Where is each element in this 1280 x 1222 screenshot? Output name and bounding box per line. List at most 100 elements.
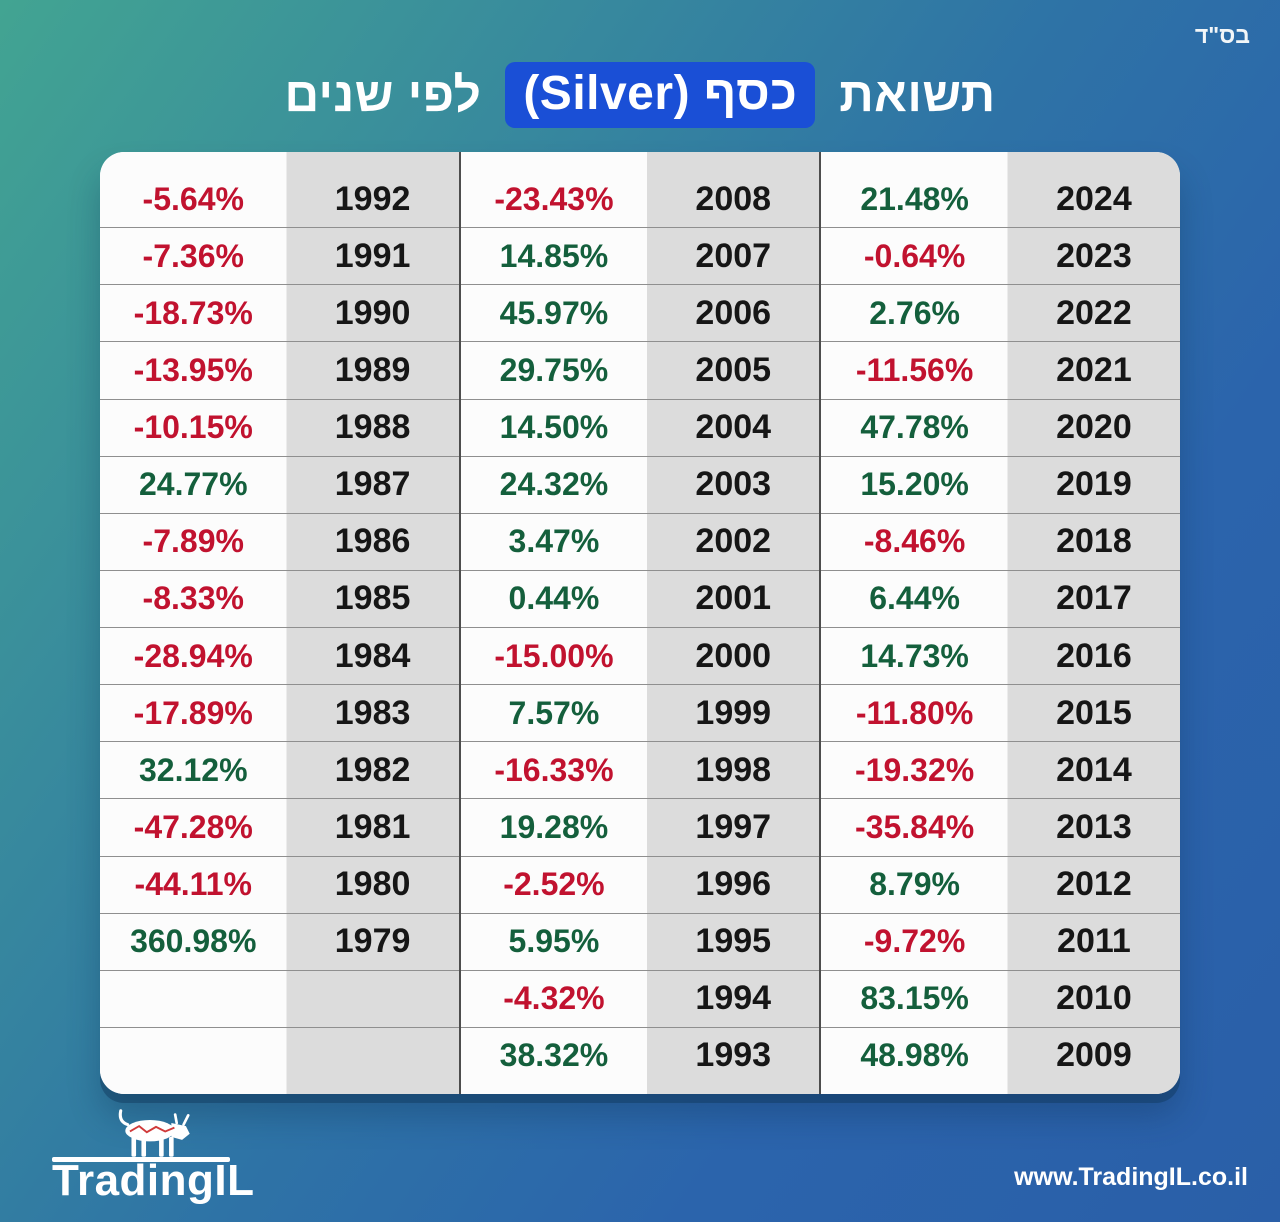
year-cell: 2006 <box>695 293 772 332</box>
return-cell: 38.32% <box>499 1037 609 1074</box>
brand-name: TradingIL <box>52 1156 255 1205</box>
table-group: -5.64% 1992 -7.36% 1991 -18.73% 1990 -13.95% 19… <box>100 152 459 1094</box>
title-highlight: כסף (Silver) <box>505 62 816 128</box>
return-cell: -11.56% <box>855 351 974 388</box>
table-row: -8.33% 1985 <box>100 571 459 628</box>
return-cell: -44.11% <box>134 866 252 903</box>
return-cell: -8.33% <box>142 580 244 617</box>
return-cell: 5.95% <box>508 923 600 960</box>
table-row: 29.75% 2005 <box>460 342 820 400</box>
return-cell: 0.44% <box>508 580 600 617</box>
year-cell: 2010 <box>1056 979 1132 1018</box>
year-cell: 1985 <box>334 579 411 618</box>
title-suffix: לפי שנים <box>284 68 482 122</box>
year-cell: 2015 <box>1056 693 1132 732</box>
return-cell: 24.32% <box>499 466 609 503</box>
table-row: 14.73% 2016 <box>821 628 1180 686</box>
table-row: -5.64% 1992 <box>100 171 459 229</box>
return-cell: 45.97% <box>499 294 609 331</box>
year-cell <box>287 971 459 1027</box>
return-cell: 21.48% <box>860 180 969 217</box>
table-row: 8.79% 2012 <box>821 857 1180 914</box>
year-cell: 2016 <box>1056 636 1132 675</box>
return-cell: -13.95% <box>133 351 253 388</box>
website-url: www.TradingIL.co.il <box>1014 1163 1248 1191</box>
return-cell: 8.79% <box>869 866 960 903</box>
table-row: -16.33% 1998 <box>460 742 820 800</box>
year-cell: 1989 <box>334 350 411 389</box>
table-row: 48.98% 2009 <box>821 1028 1180 1084</box>
table-row: 45.97% 2006 <box>460 285 820 343</box>
year-cell: 2003 <box>695 465 772 504</box>
year-cell: 1990 <box>334 293 411 332</box>
year-cell: 1997 <box>695 807 772 846</box>
table-row: 21.48% 2024 <box>821 171 1180 229</box>
year-cell: 1986 <box>334 522 411 561</box>
return-cell: -0.64% <box>863 237 966 274</box>
table-row: 6.44% 2017 <box>821 571 1180 628</box>
brand-logo: TradingIL <box>52 1105 255 1206</box>
year-cell: 2019 <box>1056 465 1132 504</box>
table-row: 32.12% 1982 <box>100 742 459 800</box>
year-cell: 2013 <box>1056 807 1132 846</box>
table-row: 24.77% 1987 <box>100 457 459 514</box>
year-cell: 2007 <box>695 236 772 275</box>
table-row: 7.57% 1999 <box>460 685 820 743</box>
year-cell: 2011 <box>1057 922 1131 961</box>
table-row <box>100 1028 459 1084</box>
title-prefix: תשואת <box>839 68 996 122</box>
return-cell <box>100 971 287 1027</box>
table-row: 83.15% 2010 <box>821 971 1180 1028</box>
return-cell: -7.89% <box>142 523 244 560</box>
return-cell: -17.89% <box>133 694 253 731</box>
year-cell: 2012 <box>1056 865 1132 904</box>
year-cell: 2018 <box>1056 522 1132 561</box>
table-row: -28.94% 1984 <box>100 628 459 686</box>
year-cell: 1991 <box>334 236 411 275</box>
table-row: 24.32% 2003 <box>460 457 820 514</box>
year-cell: 2001 <box>695 579 772 618</box>
return-cell: -28.94% <box>133 637 253 674</box>
return-cell: 32.12% <box>138 751 248 788</box>
return-cell: 7.57% <box>508 694 600 731</box>
return-cell: -5.64% <box>142 180 244 217</box>
year-cell: 1979 <box>334 922 411 961</box>
logo-bar <box>52 1157 230 1162</box>
year-cell: 2000 <box>695 636 772 675</box>
year-cell: 2022 <box>1056 293 1132 332</box>
return-cell: -23.43% <box>494 180 614 217</box>
return-cell: 2.76% <box>869 294 960 331</box>
table-row: -44.11% 1980 <box>100 857 459 914</box>
page-title: תשואת כסף (Silver) לפי שנים <box>0 62 1280 128</box>
table-row: -13.95% 1989 <box>100 342 459 400</box>
year-cell: 2017 <box>1056 579 1132 618</box>
year-cell: 1983 <box>334 693 411 732</box>
year-cell: 1998 <box>695 750 772 789</box>
year-cell: 1993 <box>695 1036 772 1075</box>
year-cell: 1995 <box>695 922 772 961</box>
return-cell: -16.33% <box>494 751 614 788</box>
table-row <box>100 971 459 1028</box>
return-cell: 14.85% <box>499 237 609 274</box>
return-cell: 360.98% <box>130 923 257 960</box>
table-row: 3.47% 2002 <box>460 514 820 571</box>
year-cell: 2021 <box>1056 350 1132 389</box>
year-cell: 1987 <box>334 465 411 504</box>
year-cell: 1981 <box>334 807 411 846</box>
year-cell: 2008 <box>695 179 772 218</box>
returns-table: -5.64% 1992 -7.36% 1991 -18.73% 1990 -13.95% 19… <box>100 152 1180 1094</box>
table-row: -47.28% 1981 <box>100 799 459 857</box>
return-cell: -10.15% <box>133 409 253 446</box>
return-cell: 24.77% <box>138 466 248 503</box>
table-row: 38.32% 1993 <box>461 1028 820 1084</box>
table-row: -0.64% 2023 <box>821 228 1180 286</box>
table-row: -19.32% 2014 <box>821 742 1180 800</box>
return-cell: -9.72% <box>863 923 966 960</box>
year-cell: 1988 <box>334 408 411 447</box>
table-row: -35.84% 2013 <box>821 799 1180 857</box>
table-row: 15.20% 2019 <box>821 457 1180 514</box>
return-cell: -19.32% <box>855 751 975 788</box>
table-row: -11.56% 2021 <box>821 342 1180 400</box>
return-cell: 3.47% <box>508 523 600 560</box>
